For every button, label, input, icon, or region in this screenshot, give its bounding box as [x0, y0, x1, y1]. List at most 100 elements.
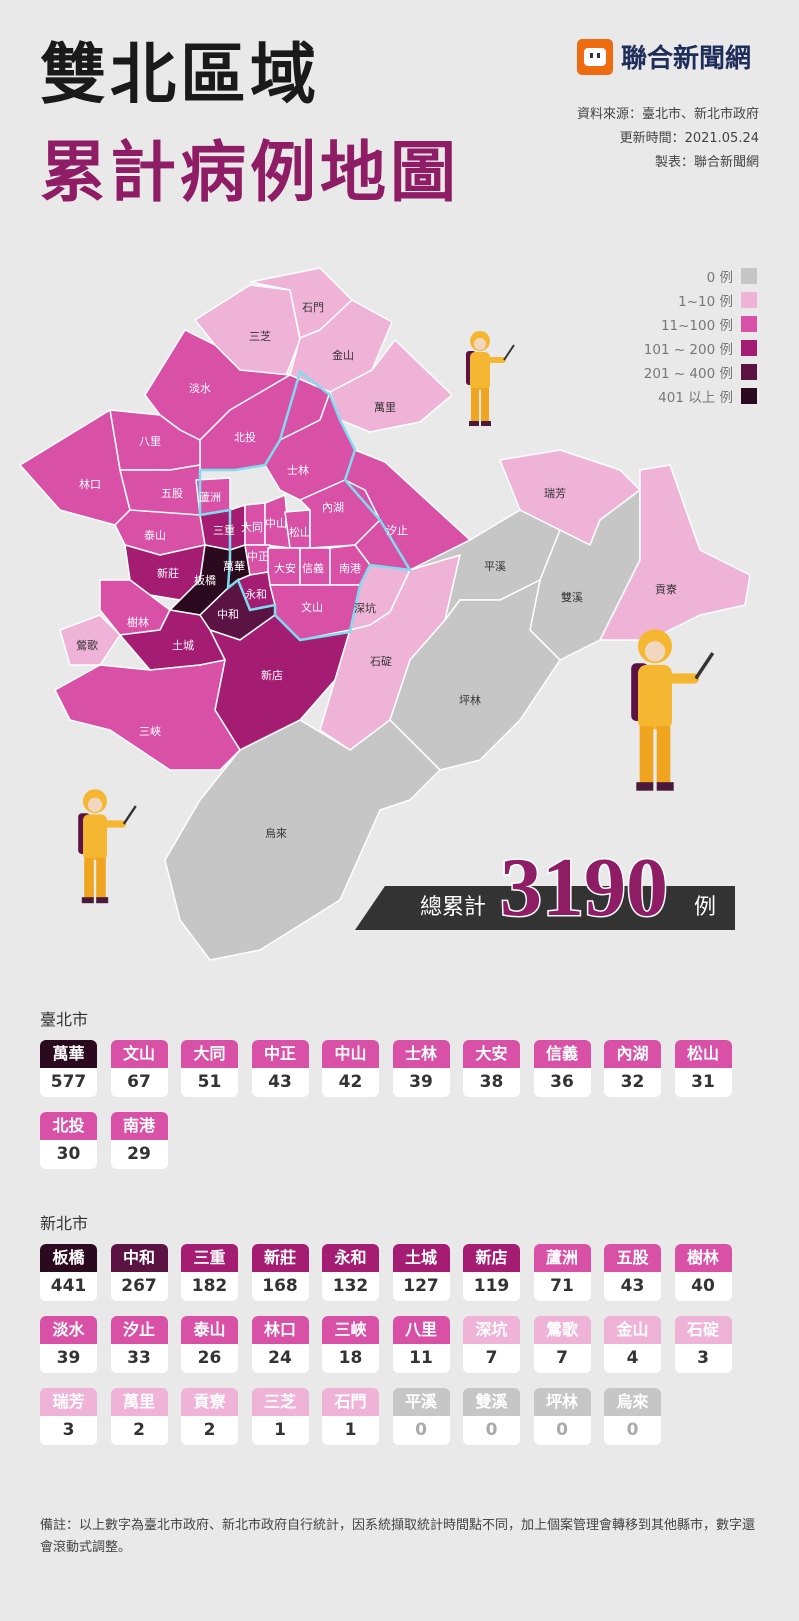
district-card: 士林 39 [392, 1040, 450, 1097]
district-card: 南港 29 [110, 1112, 168, 1169]
district-count: 67 [127, 1072, 151, 1092]
map-legend: 0 例 1~10 例 11~100 例 101 ~ 200 例 201 ~ 400 例 4… [644, 264, 757, 408]
district-label: 雙溪 [561, 591, 583, 604]
district-card: 樹林 40 [674, 1244, 732, 1301]
district-card: 中正 43 [251, 1040, 309, 1097]
district-card: 金山 4 [604, 1316, 661, 1373]
district-name: 南港 [110, 1112, 168, 1140]
district-card: 新店 119 [463, 1244, 520, 1301]
district-name: 八里 [392, 1316, 450, 1344]
district-name: 淡水 [40, 1316, 97, 1344]
district-name: 三重 [181, 1244, 238, 1272]
title-line-1: 雙北區域 [40, 36, 320, 113]
district-count: 0 [415, 1420, 427, 1440]
district-card: 永和 132 [322, 1244, 379, 1301]
district-label: 石門 [302, 301, 324, 314]
district-count: 577 [50, 1072, 87, 1092]
district-name: 萬里 [110, 1388, 168, 1416]
district-name: 三芝 [251, 1388, 309, 1416]
legend-label: 201 ~ 400 例 [643, 366, 733, 382]
district-name: 大同 [181, 1040, 238, 1068]
legend-swatch [741, 292, 757, 308]
district-label: 三重 [213, 523, 235, 537]
district-count: 43 [268, 1072, 292, 1092]
district-label: 北投 [234, 430, 256, 444]
district-region [59, 614, 121, 666]
district-name: 樹林 [674, 1244, 732, 1272]
district-card: 三芝 1 [251, 1388, 309, 1445]
legend-label: 101 ~ 200 例 [643, 342, 733, 358]
district-name: 鶯歌 [533, 1316, 591, 1344]
district-label: 大同 [241, 520, 263, 534]
district-label: 蘆洲 [199, 490, 221, 504]
legend-label: 1~10 例 [678, 294, 733, 310]
district-label: 南港 [339, 562, 361, 575]
district-card: 萬里 2 [110, 1388, 168, 1445]
district-count: 2 [133, 1420, 145, 1440]
district-name: 萬華 [40, 1040, 97, 1068]
district-card: 五股 43 [604, 1244, 661, 1301]
district-count: 36 [550, 1072, 574, 1092]
district-card: 深坑 7 [463, 1316, 520, 1373]
district-count: 18 [338, 1348, 363, 1368]
district-name: 雙溪 [463, 1388, 520, 1416]
district-card: 貢寮 2 [181, 1388, 238, 1445]
district-count: 42 [338, 1072, 363, 1092]
district-region [389, 579, 561, 771]
district-name: 永和 [322, 1244, 379, 1272]
district-card: 淡水 39 [40, 1316, 97, 1373]
district-label: 汐止 [386, 523, 408, 537]
legend-swatch [741, 316, 757, 332]
district-label: 深坑 [354, 601, 376, 615]
district-region [329, 339, 453, 433]
district-name: 土城 [392, 1244, 450, 1272]
district-name: 蘆洲 [533, 1244, 591, 1272]
district-name: 板橋 [40, 1244, 97, 1272]
hazmat-worker-illustration [78, 789, 137, 904]
district-label: 鶯歌 [76, 638, 98, 652]
district-card: 石碇 3 [674, 1316, 732, 1373]
district-name: 金山 [604, 1316, 661, 1344]
district-card: 蘆洲 71 [533, 1244, 591, 1301]
logo-icon [577, 38, 613, 75]
district-count: 0 [485, 1420, 498, 1440]
district-region [599, 464, 751, 641]
district-card: 三峽 18 [322, 1316, 379, 1373]
legend-label: 401 以上 例 [658, 390, 733, 406]
legend-item: 1~10 例 [644, 288, 757, 312]
hazmat-worker-illustration [466, 331, 515, 426]
district-card: 烏來 0 [604, 1388, 661, 1445]
district-label: 松山 [289, 525, 311, 539]
district-card: 林口 24 [251, 1316, 309, 1373]
total-label: 總累計 [420, 895, 487, 920]
district-name: 文山 [110, 1040, 168, 1068]
district-count: 4 [626, 1348, 639, 1368]
district-name: 石門 [322, 1388, 379, 1416]
footnote: 備註：以上數字為臺北市政府、新北市政府自行統計，因系統擷取統計時間點不同，加上個… [40, 1518, 756, 1555]
logo-text: 聯合新聞網 [621, 44, 752, 74]
district-count: 0 [626, 1420, 639, 1440]
legend-item: 0 例 [644, 264, 757, 288]
district-card: 瑞芳 3 [40, 1388, 97, 1445]
district-count: 441 [50, 1276, 87, 1296]
district-count: 7 [556, 1348, 568, 1368]
district-name: 五股 [604, 1244, 661, 1272]
data-source: 資料來源：臺北市、新北市政府 [576, 107, 759, 122]
district-name: 新店 [463, 1244, 520, 1272]
district-card: 泰山 26 [181, 1316, 238, 1373]
district-count: 51 [197, 1072, 222, 1092]
district-label: 瑞芳 [544, 486, 566, 500]
district-card: 大同 51 [181, 1040, 238, 1097]
district-label: 新莊 [157, 566, 179, 580]
district-card: 平溪 0 [392, 1388, 450, 1445]
district-label: 萬里 [374, 401, 396, 414]
district-card: 大安 38 [463, 1040, 520, 1097]
district-card: 文山 67 [110, 1040, 168, 1097]
taipei-boundary [198, 369, 413, 642]
district-count: 26 [197, 1348, 222, 1368]
district-label: 內湖 [322, 501, 344, 514]
district-name: 新莊 [251, 1244, 309, 1272]
district-count: 127 [403, 1276, 439, 1296]
district-label: 新店 [261, 668, 283, 682]
